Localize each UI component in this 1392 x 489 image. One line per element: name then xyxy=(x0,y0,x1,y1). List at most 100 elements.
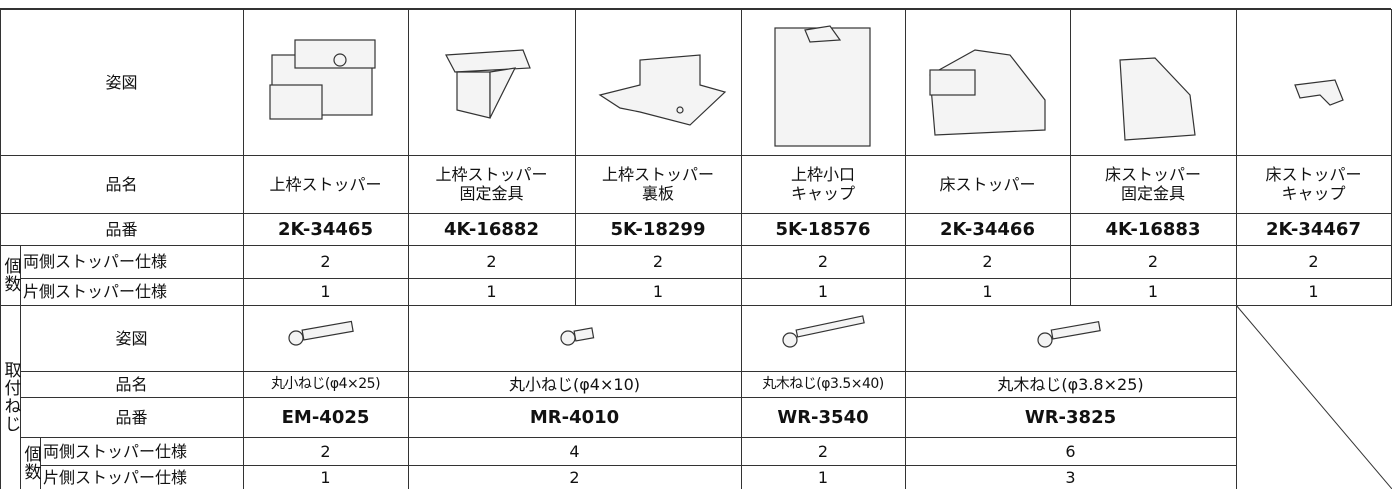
cell-text: 品番 xyxy=(105,219,138,239)
cell-text: 上枠ストッパー xyxy=(601,165,714,184)
table-cell: 品名 xyxy=(0,155,244,214)
part-figure xyxy=(598,54,727,126)
table-cell: 1 xyxy=(575,278,742,306)
table-cell: EM-4025 xyxy=(243,397,409,438)
cell-text: 2 xyxy=(1308,252,1319,271)
table-cell: 2 xyxy=(243,437,409,466)
part-figure xyxy=(929,49,1046,136)
table-cell: 丸木ねじ(φ3.8×25) xyxy=(905,371,1237,398)
cell-text: 4K-16883 xyxy=(1105,218,1201,240)
cell-text: 4 xyxy=(569,441,580,461)
part-figure xyxy=(774,25,871,147)
cell-text: 姿図 xyxy=(115,328,148,348)
cell-text: キャップ xyxy=(1281,184,1346,203)
table-cell: 2 xyxy=(408,465,742,489)
cell-text: WR-3825 xyxy=(1024,406,1117,428)
cell-text: 床ストッパー xyxy=(939,174,1036,194)
cell-text: 固定金具 xyxy=(459,184,524,203)
table-cell: MR-4010 xyxy=(408,397,742,438)
table-cell: 1 xyxy=(741,465,906,489)
cell-text: 裏板 xyxy=(641,184,674,203)
table-cell: 丸木ねじ(φ3.5×40) xyxy=(741,371,906,398)
table-cell: 1 xyxy=(243,465,409,489)
table-cell: 取付ねじ xyxy=(0,305,21,489)
table-cell: 2 xyxy=(905,245,1071,279)
cell-text: 丸小ねじ(φ4×10) xyxy=(509,374,640,394)
cell-text: 個数 xyxy=(0,257,21,293)
screw-figure xyxy=(288,320,354,346)
cell-text: 品名 xyxy=(105,174,138,194)
screw-figure xyxy=(782,315,865,348)
table-cell: 姿図 xyxy=(20,305,244,372)
cell-text: 1 xyxy=(817,467,829,487)
table-cell: 2K-34466 xyxy=(905,213,1071,246)
table-cell: 床ストッパー キャップ xyxy=(1236,155,1392,214)
table-cell: 2 xyxy=(741,437,906,466)
screw-figure xyxy=(1037,321,1101,348)
cell-text: 2 xyxy=(486,252,497,271)
table-cell xyxy=(905,9,1071,156)
table-cell xyxy=(741,305,906,372)
table-cell: 2K-34465 xyxy=(243,213,409,246)
cell-text: 2 xyxy=(1147,252,1159,271)
table-cell: 1 xyxy=(741,278,906,306)
table-cell: 2 xyxy=(741,245,906,279)
table-cell: WR-3540 xyxy=(741,397,906,438)
cell-text: 2K-34467 xyxy=(1265,218,1361,240)
cell-text: 3 xyxy=(1065,467,1076,487)
table-cell xyxy=(905,305,1237,372)
cell-text: 1 xyxy=(486,282,497,301)
cell-text: 2 xyxy=(320,441,331,461)
cell-text: 上枠ストッパー xyxy=(269,174,382,194)
cell-text: 1 xyxy=(1308,282,1319,301)
cell-text: 2K-34466 xyxy=(939,218,1035,240)
table-frame xyxy=(0,8,1391,489)
cell-text: 2 xyxy=(569,467,580,487)
table-cell: 2 xyxy=(1070,245,1237,279)
cell-text: 5K-18299 xyxy=(610,218,706,240)
cell-text: WR-3540 xyxy=(777,406,869,428)
cell-text: MR-4010 xyxy=(529,406,620,428)
table-cell xyxy=(408,305,742,372)
cell-text: 2 xyxy=(817,441,829,461)
cell-text: 2 xyxy=(817,252,829,271)
cell-text: 床ストッパー xyxy=(1104,165,1201,184)
table-cell: WR-3825 xyxy=(905,397,1237,438)
table-cell: 上枠小口 キャップ xyxy=(741,155,906,214)
cell-text: 1 xyxy=(817,282,829,301)
cell-text: 2 xyxy=(320,252,331,271)
table-cell: 2 xyxy=(408,245,576,279)
cell-text: 片側ストッパー仕様 xyxy=(43,467,188,487)
cell-text: EM-4025 xyxy=(281,406,370,428)
diagonal-line xyxy=(1235,304,1392,489)
table-cell: 品番 xyxy=(20,397,244,438)
table-cell: 両側ストッパー仕様 xyxy=(40,437,244,466)
table-cell: 上枠ストッパー xyxy=(243,155,409,214)
table-cell: 1 xyxy=(408,278,576,306)
table-cell: 1 xyxy=(1236,278,1392,306)
table-cell: 2 xyxy=(575,245,742,279)
table-cell: 6 xyxy=(905,437,1237,466)
table-cell: 1 xyxy=(1070,278,1237,306)
table-cell: 1 xyxy=(905,278,1071,306)
screw-figure xyxy=(560,327,595,346)
table-cell: 片側ストッパー仕様 xyxy=(20,278,244,306)
table-cell: 5K-18576 xyxy=(741,213,906,246)
cell-text: 5K-18576 xyxy=(775,218,871,240)
cell-text: 1 xyxy=(320,282,331,301)
table-cell: 上枠ストッパー 裏板 xyxy=(575,155,742,214)
table-cell: 床ストッパー xyxy=(905,155,1071,214)
table-cell: 上枠ストッパー 固定金具 xyxy=(408,155,576,214)
cell-text: 1 xyxy=(652,282,664,301)
cell-text: 個数 xyxy=(20,445,41,481)
table-cell: 床ストッパー 固定金具 xyxy=(1070,155,1237,214)
cell-text: 丸木ねじ(φ3.8×25) xyxy=(997,374,1144,394)
cell-text: 品名 xyxy=(115,374,148,394)
table-cell: 4 xyxy=(408,437,742,466)
cell-text: 品番 xyxy=(115,407,148,427)
table-cell xyxy=(1070,9,1237,156)
cell-text: 2K-34465 xyxy=(277,218,373,240)
cell-text: 両側ストッパー仕様 xyxy=(23,252,168,271)
